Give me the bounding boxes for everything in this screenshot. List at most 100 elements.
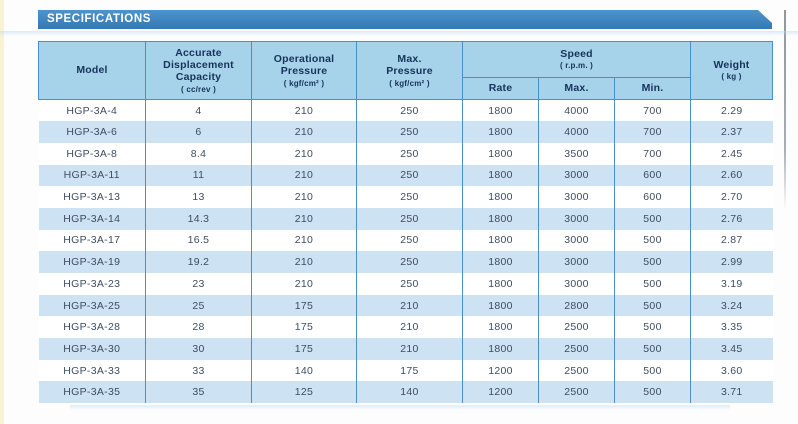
value-cell: 3000 (538, 207, 615, 230)
value-cell: 23 (145, 273, 252, 295)
value-cell: 1800 (462, 164, 539, 187)
header-capacity: Accurate Displacement Capacity ( cc/rev … (145, 41, 252, 100)
value-cell: 6 (145, 121, 252, 143)
header-capacity-unit: ( cc/rev ) (181, 84, 216, 94)
value-cell: 210 (251, 121, 357, 143)
value-cell: 1800 (462, 186, 539, 208)
value-cell: 3000 (538, 229, 615, 252)
value-cell: 1200 (462, 359, 539, 382)
value-cell: 3.19 (690, 273, 773, 295)
value-cell: 700 (613, 121, 692, 143)
header-operational-pressure: Operational Pressure ( kgf/cm² ) (251, 41, 357, 100)
value-cell: 3.35 (690, 316, 773, 339)
value-cell: 175 (356, 359, 463, 382)
value-cell: 500 (613, 251, 692, 273)
value-cell: 2500 (538, 316, 615, 339)
header-capacity-title: Accurate Displacement Capacity (163, 46, 234, 84)
value-cell: 1800 (462, 294, 539, 317)
header-speed-min: Min. (613, 77, 692, 100)
value-cell: 1800 (462, 229, 539, 252)
value-cell: 500 (613, 359, 692, 382)
value-cell: 28 (145, 316, 252, 339)
model-cell: HGP-3A-8 (38, 142, 146, 165)
value-cell: 210 (251, 229, 357, 252)
value-cell: 210 (356, 294, 463, 317)
table-row: HGP-3A-33 33 140 175 1200 2500 500 3.60 (38, 359, 773, 382)
value-cell: 19.2 (145, 251, 252, 273)
value-cell: 1800 (462, 121, 539, 143)
value-cell: 500 (613, 381, 692, 404)
value-cell: 2500 (538, 381, 615, 404)
header-speed: Speed ( r.p.m. ) (461, 41, 692, 78)
value-cell: 1800 (462, 338, 539, 360)
value-cell: 250 (356, 186, 463, 208)
table-row: HGP-3A-19 19.2 210 250 1800 3000 500 2.99 (38, 251, 773, 273)
page-left-edge (0, 0, 4, 424)
header-speed-unit: ( r.p.m. ) (559, 61, 594, 71)
value-cell: 4000 (538, 121, 615, 143)
specifications-table: Model Accurate Displacement Capacity ( c… (38, 41, 774, 404)
value-cell: 3000 (538, 186, 615, 208)
value-cell: 250 (356, 273, 463, 295)
model-cell: HGP-3A-19 (38, 251, 146, 273)
value-cell: 2.29 (690, 99, 773, 122)
value-cell: 1800 (462, 99, 539, 122)
header-max-pressure-unit: ( kgf/cm² ) (389, 78, 430, 88)
value-cell: 11 (145, 164, 252, 187)
value-cell: 1800 (462, 316, 539, 339)
value-cell: 4000 (538, 99, 615, 122)
value-cell: 2500 (538, 338, 615, 360)
value-cell: 2800 (538, 294, 615, 317)
value-cell: 1200 (462, 381, 539, 404)
table-row: HGP-3A-35 35 125 140 1200 2500 500 3.71 (38, 381, 773, 404)
value-cell: 3.60 (690, 359, 773, 382)
table-row: HGP-3A-4 4 210 250 1800 4000 700 2.29 (38, 99, 773, 122)
value-cell: 210 (251, 186, 357, 208)
table-row: HGP-3A-30 30 175 210 1800 2500 500 3.45 (38, 338, 773, 360)
header-weight-title: Weight (713, 59, 750, 72)
value-cell: 250 (356, 164, 463, 187)
value-cell: 210 (251, 207, 357, 230)
model-cell: HGP-3A-17 (38, 229, 146, 252)
model-cell: HGP-3A-13 (38, 186, 146, 208)
value-cell: 500 (613, 294, 692, 317)
value-cell: 16.5 (145, 229, 252, 252)
value-cell: 250 (356, 207, 463, 230)
table-row: HGP-3A-23 23 210 250 1800 3000 500 3.19 (38, 273, 773, 295)
value-cell: 175 (251, 316, 357, 339)
value-cell: 125 (251, 381, 357, 404)
value-cell: 3.71 (690, 381, 773, 404)
value-cell: 2.87 (690, 229, 773, 252)
table-body: HGP-3A-4 4 210 250 1800 4000 700 2.29 HGP-3A-6 6 2… (38, 99, 773, 404)
model-cell: HGP-3A-23 (38, 273, 146, 295)
value-cell: 3500 (538, 142, 615, 165)
table-row: HGP-3A-6 6 210 250 1800 4000 700 2.37 (38, 121, 773, 143)
table-row: HGP-3A-17 16.5 210 250 1800 3000 500 2.87 (38, 229, 773, 252)
banner-title: SPECIFICATIONS (47, 13, 152, 25)
value-cell: 210 (356, 316, 463, 339)
value-cell: 2.37 (690, 121, 773, 143)
model-cell: HGP-3A-4 (38, 99, 146, 122)
value-cell: 210 (356, 338, 463, 360)
value-cell: 2.70 (690, 186, 773, 208)
value-cell: 140 (356, 381, 463, 404)
value-cell: 210 (251, 142, 357, 165)
value-cell: 13 (145, 186, 252, 208)
model-cell: HGP-3A-6 (38, 121, 146, 143)
value-cell: 30 (145, 338, 252, 360)
header-max-pressure-title: Max. Pressure (386, 52, 433, 78)
value-cell: 4 (145, 99, 252, 122)
table-row: HGP-3A-14 14.3 210 250 1800 3000 500 2.76 (38, 207, 773, 230)
model-cell: HGP-3A-11 (38, 164, 146, 187)
model-cell: HGP-3A-25 (38, 294, 146, 317)
header-weight-unit: ( kg ) (721, 72, 742, 82)
value-cell: 250 (356, 99, 463, 122)
value-cell: 600 (613, 164, 692, 187)
value-cell: 14.3 (145, 207, 252, 230)
header-operational-pressure-title: Operational Pressure (273, 52, 335, 78)
value-cell: 500 (613, 273, 692, 295)
table-row: HGP-3A-8 8.4 210 250 1800 3500 700 2.45 (38, 142, 773, 165)
value-cell: 1800 (462, 142, 539, 165)
header-speed-max: Max. (538, 77, 615, 100)
